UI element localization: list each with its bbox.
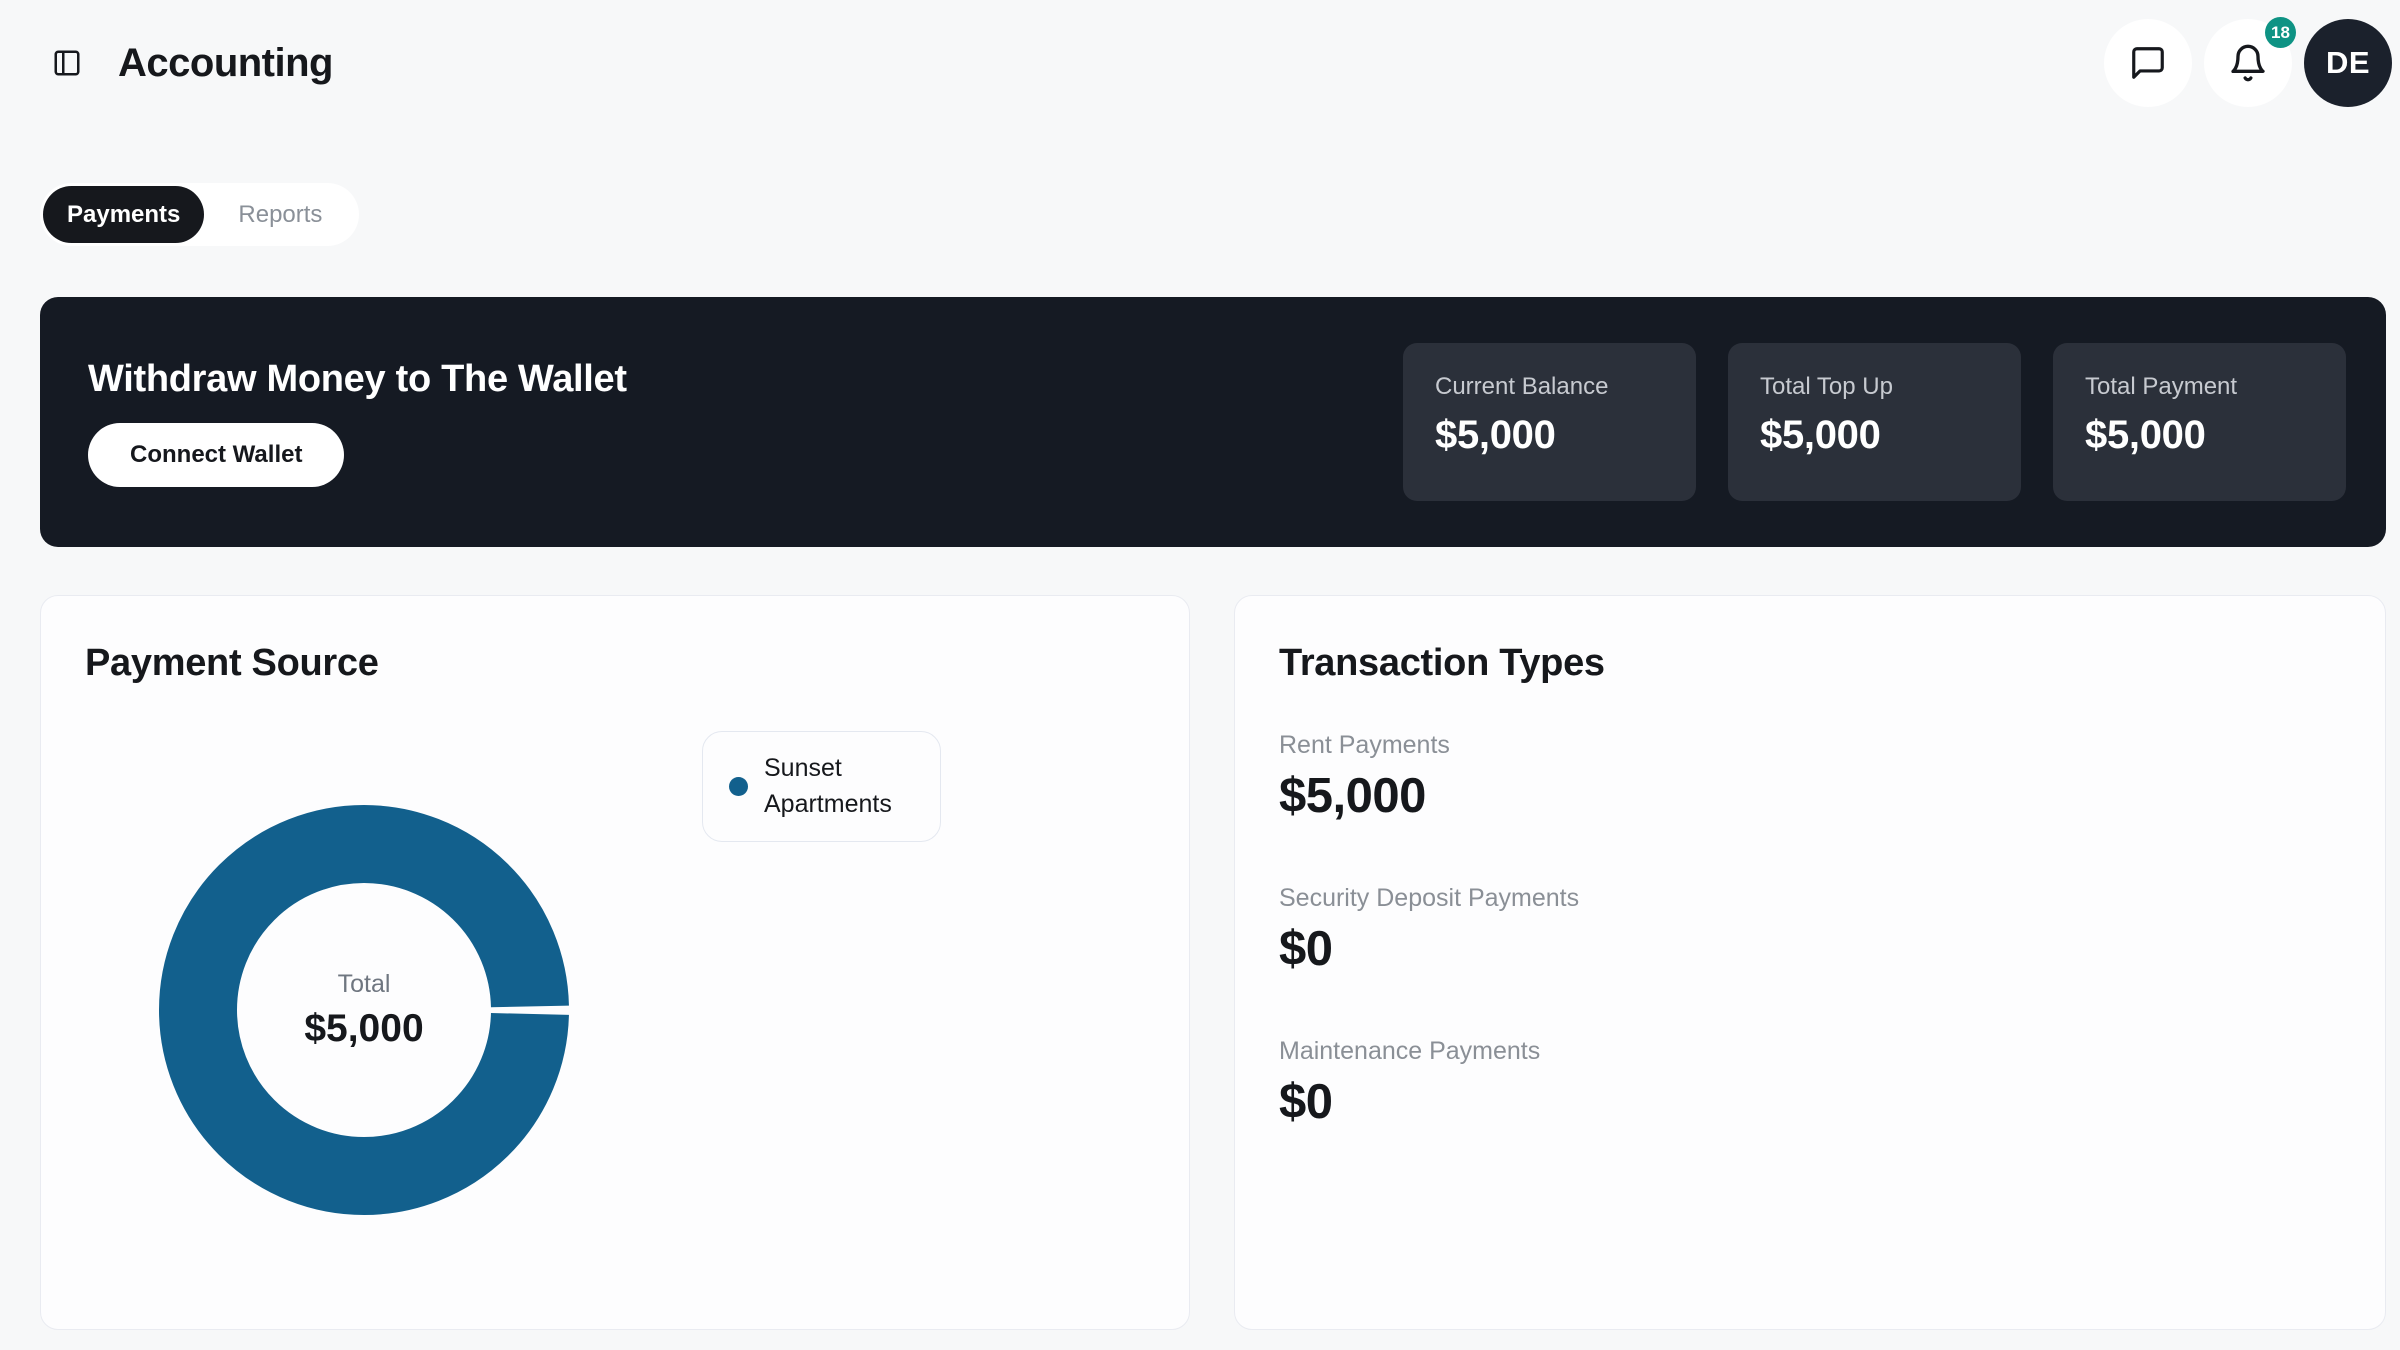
wallet-banner: Withdraw Money to The Wallet Connect Wal… bbox=[40, 297, 2386, 547]
transaction-item-maintenance: Maintenance Payments $0 bbox=[1279, 1037, 2341, 1130]
stat-total-top-up: Total Top Up $5,000 bbox=[1728, 343, 2021, 501]
transaction-item-rent: Rent Payments $5,000 bbox=[1279, 731, 2341, 824]
stat-value: $5,000 bbox=[2085, 413, 2206, 457]
transaction-value: $0 bbox=[1279, 1075, 1333, 1129]
wallet-banner-left: Withdraw Money to The Wallet Connect Wal… bbox=[88, 358, 627, 487]
legend-label: Sunset Apartments bbox=[764, 754, 892, 819]
bell-icon bbox=[2228, 43, 2268, 83]
donut-segment-sunset-apartments[interactable] bbox=[159, 805, 569, 1215]
stat-value: $5,000 bbox=[1435, 413, 1556, 457]
chat-button[interactable] bbox=[2104, 19, 2192, 107]
card-transaction-types: Transaction Types Rent Payments $5,000 S… bbox=[1234, 595, 2386, 1330]
tab-bar: Payments Reports bbox=[40, 183, 360, 246]
wallet-banner-title: Withdraw Money to The Wallet bbox=[88, 357, 627, 400]
header-actions: 18 DE bbox=[2104, 17, 2392, 107]
stat-label: Total Top Up bbox=[1760, 373, 1893, 400]
wallet-stats: Current Balance $5,000 Total Top Up $5,0… bbox=[1403, 343, 2346, 501]
tab-payments[interactable]: Payments bbox=[43, 186, 205, 243]
stat-value: $5,000 bbox=[1760, 413, 1881, 457]
donut-chart: Total $5,000 bbox=[159, 805, 569, 1215]
cards-row: Payment Source Total $5,000 Sunset Apart… bbox=[40, 595, 2386, 1330]
avatar[interactable]: DE bbox=[2304, 19, 2392, 107]
card-payment-source: Payment Source Total $5,000 Sunset Apart… bbox=[40, 595, 1190, 1330]
stat-label: Current Balance bbox=[1435, 373, 1609, 400]
stat-current-balance: Current Balance $5,000 bbox=[1403, 343, 1696, 501]
message-bubble-icon bbox=[2129, 44, 2167, 82]
transaction-label: Security Deposit Payments bbox=[1279, 884, 1580, 912]
transaction-label: Maintenance Payments bbox=[1279, 1037, 1541, 1065]
panel-left-icon bbox=[52, 48, 82, 78]
legend-chip-sunset-apartments[interactable]: Sunset Apartments bbox=[702, 731, 941, 842]
transaction-label: Rent Payments bbox=[1279, 731, 1450, 759]
transaction-item-security-deposit: Security Deposit Payments $0 bbox=[1279, 884, 2341, 977]
sidebar-toggle-button[interactable] bbox=[52, 48, 82, 78]
header-left: Accounting bbox=[52, 41, 333, 86]
transaction-types-title: Transaction Types bbox=[1279, 642, 1605, 684]
header: Accounting 18 DE bbox=[0, 0, 2400, 126]
payment-source-title: Payment Source bbox=[85, 642, 379, 684]
stat-total-payment: Total Payment $5,000 bbox=[2053, 343, 2346, 501]
transaction-value: $0 bbox=[1279, 922, 1333, 976]
notification-badge: 18 bbox=[2265, 17, 2296, 48]
stat-label: Total Payment bbox=[2085, 373, 2238, 400]
transaction-value: $5,000 bbox=[1279, 769, 1426, 823]
page-title: Accounting bbox=[118, 40, 333, 85]
tab-reports[interactable]: Reports bbox=[204, 186, 356, 243]
notifications-button[interactable]: 18 bbox=[2204, 17, 2296, 107]
connect-wallet-button[interactable]: Connect Wallet bbox=[88, 422, 345, 487]
legend-dot bbox=[729, 776, 748, 796]
